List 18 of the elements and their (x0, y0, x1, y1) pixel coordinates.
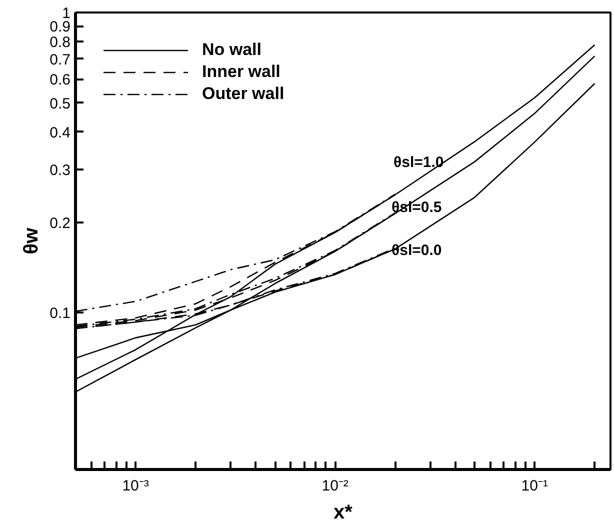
annotation: θsl=1.0 (394, 154, 444, 171)
legend-label: No wall (202, 40, 262, 60)
y-tick-label: 0.7 (50, 51, 71, 68)
y-tick-label: 0.5 (50, 95, 71, 112)
annotation: θsl=0.0 (392, 242, 442, 259)
legend-label: Outer wall (202, 84, 284, 104)
x-tick-label: 10⁻¹ (521, 478, 548, 494)
y-tick-label: 0.3 (50, 162, 71, 179)
x-axis-title: x* (334, 502, 353, 524)
y-tick-label: 0.1 (50, 305, 71, 322)
y-tick-label: 0.4 (50, 124, 71, 142)
legend-label: Inner wall (202, 62, 280, 82)
y-tick-label: 0.6 (50, 72, 71, 89)
y-tick-label: 0.2 (50, 214, 71, 232)
y-axis-title: θw (20, 227, 43, 254)
x-tick-label: 10⁻³ (122, 478, 149, 494)
x-tick-label: 10⁻² (322, 478, 348, 494)
y-tick-label: 0.8 (50, 34, 71, 52)
